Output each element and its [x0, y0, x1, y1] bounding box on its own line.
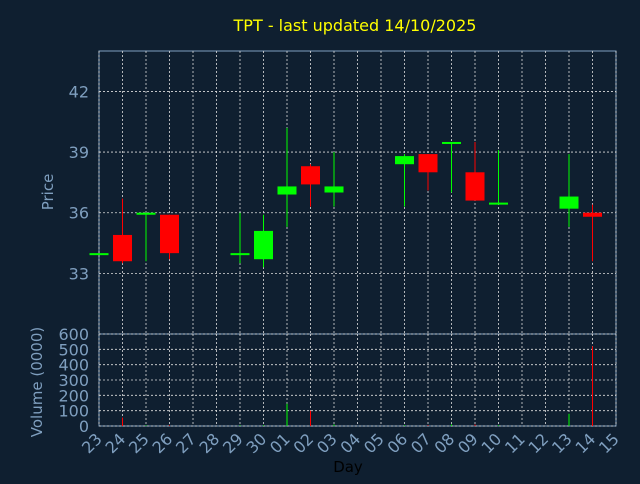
volume-tick-label: 200 — [58, 386, 89, 405]
candle-body — [442, 141, 461, 144]
candle-24 — [113, 198, 132, 264]
candle-29 — [230, 212, 250, 264]
price-axis-label: Price — [39, 174, 57, 211]
price-tick-label: 39 — [69, 143, 89, 162]
candle-10 — [489, 150, 508, 205]
candle-body — [160, 214, 179, 254]
day-axis-label: Day — [333, 458, 363, 476]
volume-axis-label: Volume (0000) — [28, 327, 46, 437]
volume-tick-label: 300 — [58, 371, 89, 390]
candle-07 — [418, 154, 438, 191]
candle-body — [254, 230, 273, 260]
candle-body — [395, 156, 414, 165]
candle-30 — [254, 214, 273, 268]
price-tick-label: 33 — [69, 264, 89, 283]
volume-tick-label: 400 — [58, 356, 89, 375]
price-tick-label: 36 — [69, 204, 89, 223]
price-tick-label: 42 — [69, 82, 89, 101]
volume-panel: 0100200300400500600232425262728293001020… — [58, 325, 622, 457]
candle-body — [324, 186, 344, 193]
volume-tick-label: 500 — [58, 340, 89, 359]
candle-03 — [324, 152, 344, 207]
candle-08 — [442, 141, 461, 193]
candle-23 — [89, 253, 109, 256]
candle-body — [230, 253, 250, 256]
candle-body — [418, 154, 438, 173]
day-tick-label: 15 — [595, 429, 623, 457]
volume-tick-label: 100 — [58, 402, 89, 421]
candle-body — [489, 202, 508, 205]
chart-title: TPT - last updated 14/10/2025 — [233, 16, 477, 35]
candle-01 — [277, 127, 297, 227]
candle-26 — [160, 214, 179, 260]
candle-13 — [559, 154, 579, 227]
candle-09 — [465, 141, 485, 201]
candle-14 — [583, 204, 602, 262]
volume-tick-label: 600 — [58, 325, 89, 344]
candle-body — [301, 166, 320, 185]
candle-body — [136, 212, 156, 215]
candle-body — [559, 196, 579, 209]
candle-body — [277, 186, 297, 195]
candle-02 — [301, 164, 320, 207]
candle-body — [583, 212, 602, 217]
volume-tick-label: 0 — [79, 417, 89, 436]
candle-body — [89, 253, 109, 256]
candle-body — [465, 172, 485, 201]
candle-25 — [136, 212, 156, 262]
price-panel: 33 36 39 42 — [69, 50, 617, 335]
candle-06 — [395, 154, 414, 207]
candle-body — [113, 234, 132, 262]
